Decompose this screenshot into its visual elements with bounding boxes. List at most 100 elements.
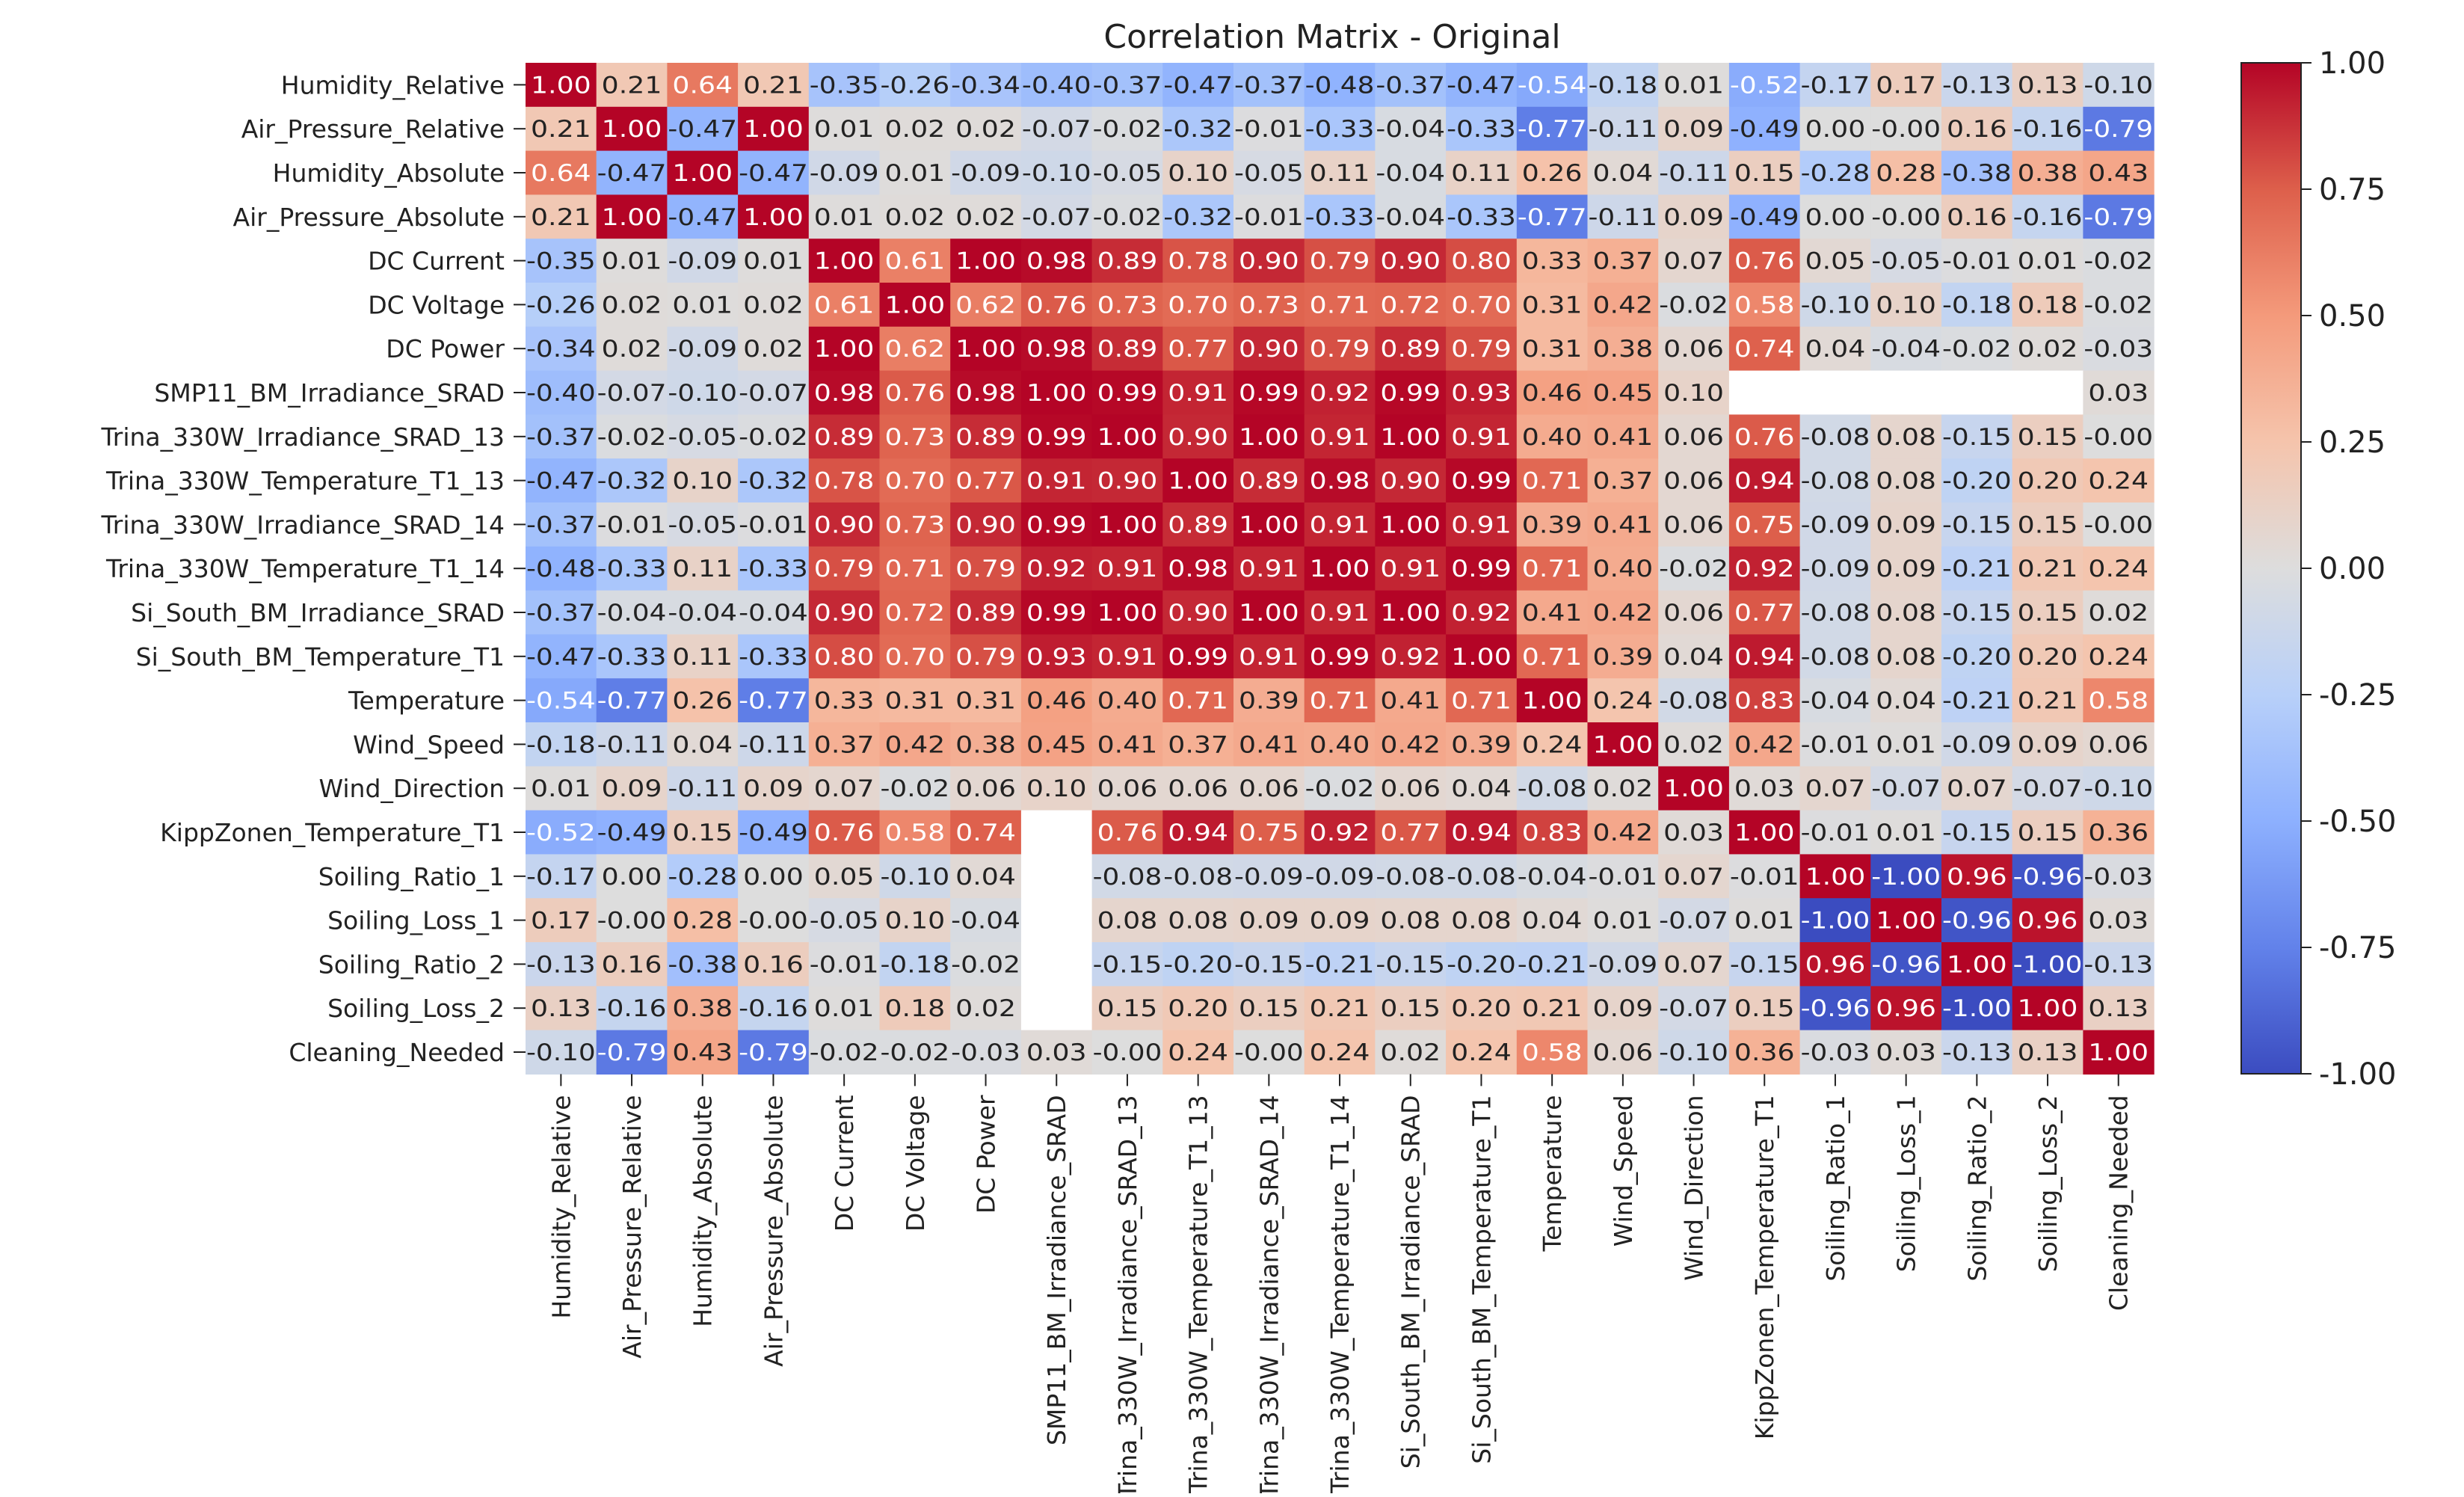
heatmap-cell [950,678,1022,723]
heatmap-cell [1941,414,2013,459]
heatmap-cell [808,326,881,372]
cell-value-label: 0.06 [1097,775,1158,802]
heatmap-cell [1375,106,1447,152]
cell-value-label: 0.01 [672,292,733,319]
heatmap-cell [1587,414,1659,459]
heatmap-cell [879,326,951,372]
cell-value-label: 0.70 [885,644,946,671]
heatmap-cell [1020,678,1093,723]
heatmap-cell [596,326,668,372]
cell-value-label: 0.80 [814,644,875,671]
cell-value-label: -0.37 [1093,72,1162,99]
heatmap-cell [1941,986,2013,1031]
cell-value-label: 0.76 [885,380,946,407]
cell-value-label: 1.00 [1663,775,1724,802]
heatmap-cell [879,370,951,415]
heatmap-cell [879,590,951,635]
cell-value-label: 0.08 [1097,908,1158,935]
cell-value-label: 0.96 [2018,908,2078,935]
heatmap-cell [1162,722,1234,767]
cell-value-label: 1.00 [1876,908,1936,935]
cell-value-label: 0.91 [1310,600,1370,627]
cell-value-label: -0.01 [1801,731,1870,758]
cell-value-label: -0.09 [1942,731,2012,758]
heatmap-cell [1233,898,1305,943]
heatmap-cell [2012,63,2083,108]
cell-value-label: 0.31 [955,688,1016,715]
heatmap-cell [1162,194,1234,239]
heatmap-cell [1233,810,1305,855]
heatmap-cell [1658,194,1730,239]
heatmap-cell [526,810,597,855]
heatmap-cell [1375,590,1447,635]
cell-value-label: 0.79 [955,644,1016,671]
cell-value-label: -0.33 [739,556,808,582]
heatmap-cell-missing [1020,810,1093,855]
heatmap-cell [950,546,1022,591]
heatmap-cell [879,63,951,108]
heatmap-cell [596,810,668,855]
cell-value-label: 1.00 [1380,600,1441,627]
cell-value-label: -0.01 [739,511,808,538]
cell-value-label: 0.39 [1593,644,1654,671]
cell-value-label: -0.16 [2013,204,2083,231]
heatmap-cell [1587,810,1659,855]
cell-value-label: -0.04 [951,908,1020,935]
cell-value-label: -0.20 [1942,468,2012,495]
heatmap-cell [808,194,881,239]
cell-value-label: 0.91 [1239,644,1299,671]
cell-value-label: 0.41 [1522,600,1583,627]
heatmap-cell [2083,678,2155,723]
heatmap-cell [1304,239,1376,283]
cell-value-label: 0.00 [1805,204,1866,231]
cell-value-label: -0.21 [1942,688,2012,715]
heatmap-cell [1091,766,1163,811]
heatmap-cell [1516,898,1589,943]
heatmap-cell [1304,63,1376,108]
cell-value-label: 0.37 [1593,248,1654,275]
heatmap-cell [526,194,597,239]
cell-value-label: 0.11 [1451,160,1512,187]
heatmap-cell [950,458,1022,503]
cell-value-label: 1.00 [1097,600,1158,627]
cell-value-label: 0.15 [1380,995,1441,1022]
heatmap-cell [1304,194,1376,239]
cell-value-label: 0.92 [1451,600,1512,627]
cell-value-label: 0.16 [743,951,804,978]
heatmap-cell [808,546,881,591]
heatmap-cell [1941,150,2013,195]
cell-value-label: -0.77 [739,688,808,715]
cell-value-label: 0.94 [1734,468,1795,495]
cell-value-label: 1.00 [743,204,804,231]
cell-value-label: -0.47 [597,160,667,187]
cell-value-label: -0.35 [526,248,596,275]
heatmap-cell [1375,63,1447,108]
heatmap-cell [2012,150,2083,195]
heatmap-cell [1516,986,1589,1031]
heatmap-cell [1728,1030,1801,1075]
heatmap-cell [1162,150,1234,195]
cell-value-label: 0.83 [1734,688,1795,715]
heatmap-cell [879,546,951,591]
heatmap-cell [1020,283,1093,328]
cell-value-label: 0.42 [885,731,946,758]
heatmap-cell [808,1030,881,1075]
cell-value-label: 0.24 [1310,1039,1370,1066]
cell-value-label: 0.10 [1663,380,1724,407]
cell-value-label: -0.08 [1163,864,1233,891]
cell-value-label: 0.09 [2018,731,2078,758]
cell-value-label: 0.94 [1451,820,1512,846]
cell-value-label: -0.37 [526,424,596,451]
cell-value-label: 0.16 [602,951,662,978]
cell-value-label: 0.71 [1522,644,1583,671]
heatmap-cell [1162,370,1234,415]
cell-value-label: 0.77 [1380,820,1441,846]
heatmap-cell [738,414,810,459]
heatmap-cell [879,854,951,899]
heatmap-cell-missing [1020,986,1093,1031]
heatmap-cell [1162,239,1234,283]
heatmap-cell [738,898,810,943]
column-label: Air_Pressure_Relative [617,1095,647,1358]
heatmap-cell [1446,722,1518,767]
cell-value-label: 0.43 [672,1039,733,1066]
